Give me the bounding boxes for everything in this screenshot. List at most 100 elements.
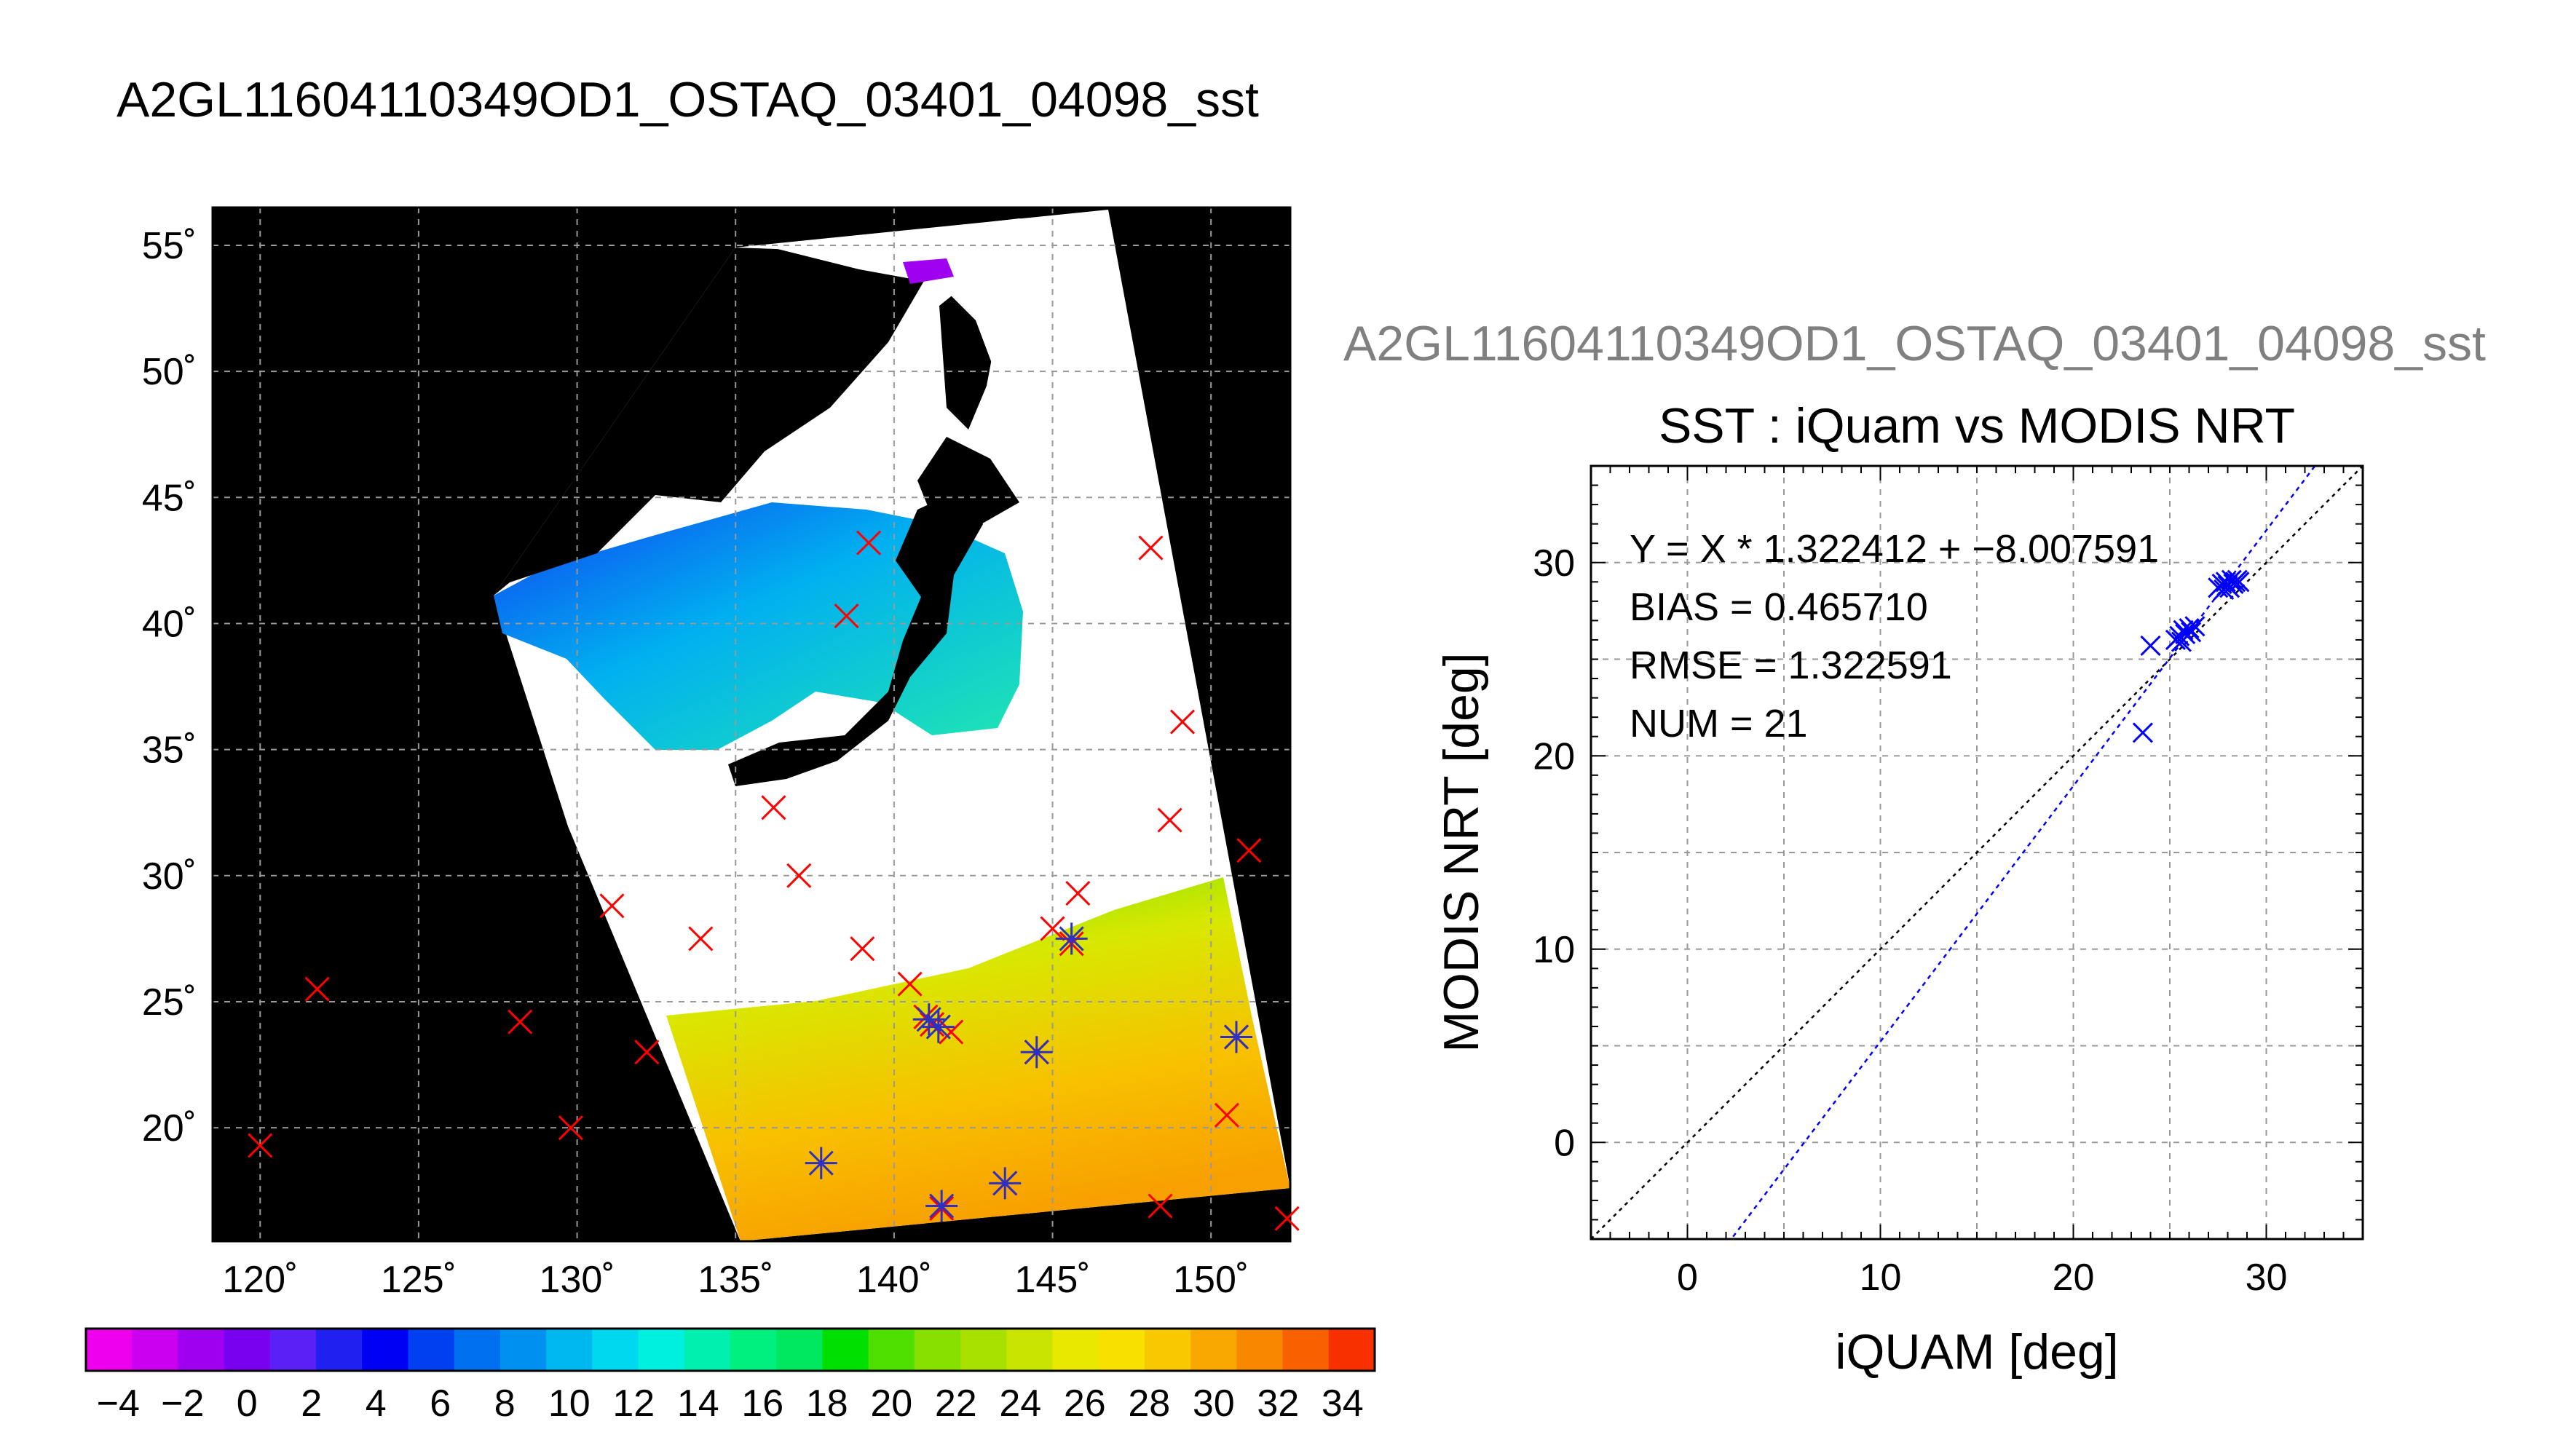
matchup-marker <box>688 926 714 951</box>
scatter-point <box>2229 571 2250 593</box>
map-y-tick-label: 25˚ <box>142 981 197 1024</box>
map-x-tick-labels: 120˚ 125˚ 130˚ 135˚ 140˚ 145˚ 150˚ <box>222 1259 1249 1301</box>
scatter-y-tick-label: 0 <box>1554 1122 1575 1164</box>
matchup-marker <box>1065 880 1091 906</box>
colorbar-tick-label: 20 <box>870 1382 912 1425</box>
colorbar-cell <box>730 1329 778 1371</box>
sst-scatter: A2GL11604110349OD1_OSTAQ_03401_04098_sst… <box>1343 316 2486 1380</box>
matchup-marker <box>1138 535 1164 561</box>
matchup-marker <box>304 976 330 1002</box>
scatter-y-tick-label: 10 <box>1533 929 1575 971</box>
colorbar-tick-label: 18 <box>806 1382 848 1425</box>
matchup-marker <box>634 1040 660 1065</box>
scatter-stats: Y = X * 1.322412 + −8.007591 BIAS = 0.46… <box>1630 527 2159 745</box>
scatter-points <box>2132 569 2250 743</box>
matchup-marker <box>786 863 812 888</box>
map-y-tick-label: 40˚ <box>142 603 197 645</box>
colorbar-cell <box>178 1329 225 1371</box>
valid-marker <box>912 1003 945 1036</box>
colorbar-cell <box>86 1329 133 1371</box>
sst-colorbar: −4 −2 0 2 4 6 8 10 12 14 16 18 20 22 24 26 28 30 32 34 <box>84 1327 1376 1425</box>
stats-fit-equation: Y = X * 1.322412 + −8.007591 <box>1630 527 2159 571</box>
colorbar-tick-label: 32 <box>1257 1382 1299 1425</box>
matchup-marker <box>508 1009 533 1034</box>
colorbar-cell <box>408 1329 455 1371</box>
scatter-point <box>2221 569 2242 590</box>
map-y-tick-label: 20˚ <box>142 1107 197 1150</box>
stats-bias: BIAS = 0.465710 <box>1630 585 1928 629</box>
map-frame <box>211 206 1292 1243</box>
colorbar-cell <box>499 1329 548 1371</box>
scatter-point <box>2184 616 2205 637</box>
colorbar-tick-label: 6 <box>430 1382 451 1425</box>
scatter-x-tick-label: 20 <box>2053 1257 2095 1299</box>
valid-marker <box>1220 1021 1252 1053</box>
land-manchuria <box>494 248 939 596</box>
matchup-marker <box>761 795 786 820</box>
matchup-marker <box>920 1012 945 1037</box>
map-y-tick-label: 55˚ <box>142 225 197 267</box>
colorbar-tick-label: 24 <box>999 1382 1041 1425</box>
map-grid <box>213 207 1290 1241</box>
matchup-marker <box>1169 709 1196 735</box>
colorbar-cell <box>1006 1329 1054 1371</box>
scatter-x-tick-label: 10 <box>1860 1257 1902 1299</box>
sea-okhotsk-ice <box>772 218 1107 379</box>
map-x-tick-label: 135˚ <box>698 1259 773 1301</box>
scatter-y-tick-labels: 0 10 20 30 <box>1533 542 1575 1165</box>
scatter-point <box>2181 622 2202 643</box>
colorbar-tick-label: 0 <box>237 1382 258 1425</box>
colorbar-tick-label: 4 <box>366 1382 387 1425</box>
colorbar-cell <box>776 1329 824 1371</box>
stats-rmse: RMSE = 1.322591 <box>1630 644 1952 687</box>
page-title: A2GL11604110349OD1_OSTAQ_03401_04098_sst <box>117 72 1259 127</box>
colorbar-cell <box>684 1329 731 1371</box>
map-y-tick-label: 45˚ <box>142 477 197 519</box>
matchup-marker <box>1236 838 1262 863</box>
scatter-x-label: iQUAM [deg] <box>1835 1324 2118 1380</box>
colorbar-cell <box>362 1329 409 1371</box>
matchup-marker <box>599 893 625 919</box>
colorbar-cell <box>1236 1329 1284 1371</box>
colorbar-cell <box>638 1329 685 1371</box>
map-valid-markers <box>805 922 1252 1222</box>
matchup-marker <box>1040 916 1065 941</box>
valid-marker <box>1020 1036 1053 1069</box>
colorbar-cell <box>1328 1329 1375 1371</box>
colorbar-tick-labels: −4 −2 0 2 4 6 8 10 12 14 16 18 20 22 24 26 28 30 32 34 <box>97 1382 1364 1425</box>
colorbar-cell <box>822 1329 869 1371</box>
matchup-marker <box>1214 1102 1240 1128</box>
scatter-point <box>2169 625 2190 646</box>
scatter-y-tick-label: 30 <box>1533 542 1575 585</box>
map-y-tick-labels: 20˚ 25˚ 30˚ 35˚ 40˚ 45˚ 50˚ 55˚ <box>142 225 197 1150</box>
colorbar-cell <box>454 1329 501 1371</box>
scatter-point <box>2140 635 2161 656</box>
colorbar-cell <box>1052 1329 1099 1371</box>
colorbar-tick-label: 10 <box>548 1382 591 1425</box>
scatter-point <box>2173 620 2194 641</box>
matchup-marker <box>939 1019 964 1045</box>
valid-marker <box>989 1167 1022 1200</box>
matchup-marker <box>248 1133 273 1158</box>
colorbar-tick-label: 16 <box>741 1382 783 1425</box>
map-x-tick-label: 145˚ <box>1014 1259 1090 1301</box>
colorbar-cell <box>914 1329 962 1371</box>
scatter-subtitle: A2GL11604110349OD1_OSTAQ_03401_04098_sst <box>1343 316 2486 371</box>
matchup-marker <box>1274 1206 1300 1231</box>
map-y-tick-label: 35˚ <box>142 729 197 772</box>
colorbar-cell <box>224 1329 271 1371</box>
land-hokkaido <box>917 437 1019 531</box>
colorbar-cell <box>546 1329 593 1371</box>
colorbar-tick-label: −2 <box>161 1382 204 1425</box>
valid-marker <box>1055 922 1088 955</box>
map-x-tick-label: 150˚ <box>1173 1259 1249 1301</box>
colorbar-cell <box>592 1329 639 1371</box>
map-y-tick-label: 30˚ <box>142 855 197 898</box>
colorbar-tick-label: 28 <box>1128 1382 1170 1425</box>
map-x-tick-label: 130˚ <box>540 1259 615 1301</box>
valid-marker <box>805 1147 837 1179</box>
colorbar-cell <box>1144 1329 1192 1371</box>
map-y-tick-label: 50˚ <box>142 351 197 393</box>
scatter-minor-ticks <box>1590 465 2364 1240</box>
matchup-marker <box>856 530 882 555</box>
